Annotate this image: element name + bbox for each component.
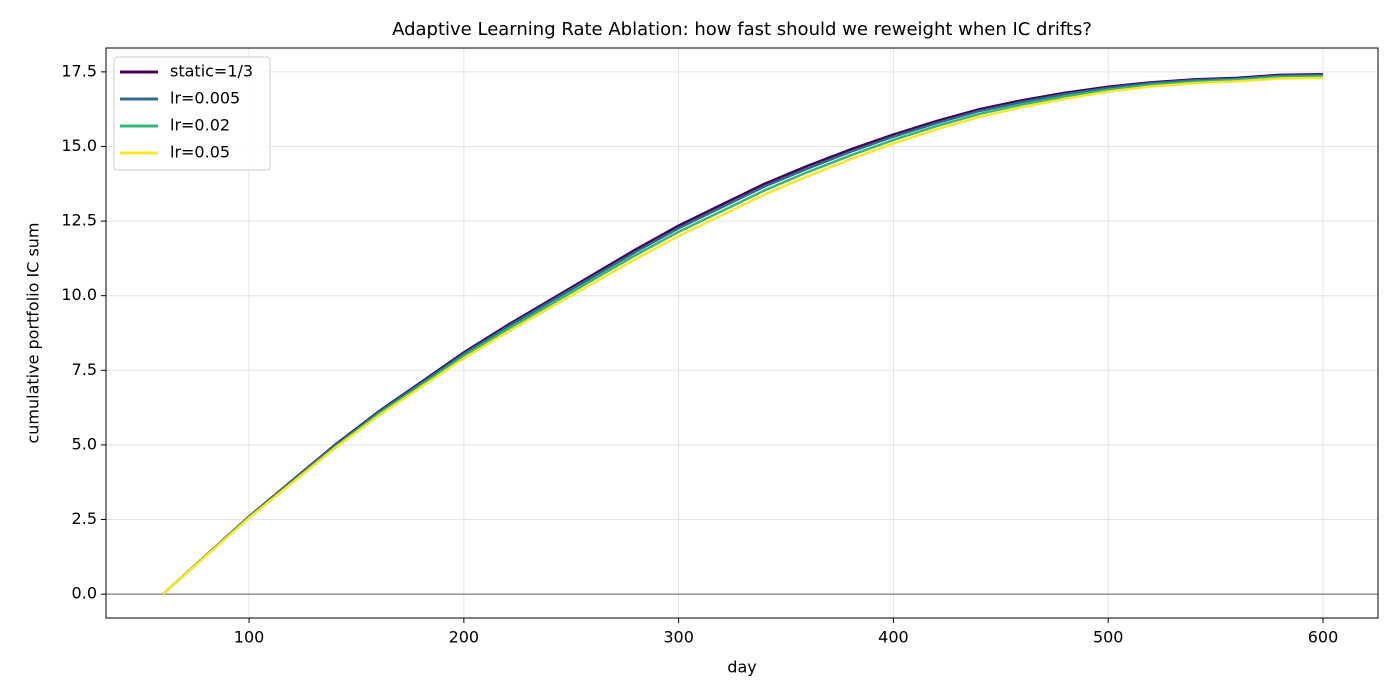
x-tick-label: 600 xyxy=(1308,628,1339,647)
series-line xyxy=(162,75,1324,596)
y-tick-label: 15.0 xyxy=(61,136,97,155)
legend-label: lr=0.05 xyxy=(170,143,230,162)
legend-label: static=1/3 xyxy=(170,62,253,81)
x-tick-label: 500 xyxy=(1093,628,1124,647)
plot-frame xyxy=(105,47,1379,619)
x-axis-label: day xyxy=(727,658,756,677)
y-tick-label: 0.0 xyxy=(72,584,97,603)
legend-label: lr=0.005 xyxy=(170,89,240,108)
y-tick-label: 5.0 xyxy=(72,434,97,453)
x-tick-label: 200 xyxy=(449,628,480,647)
legend-label: lr=0.02 xyxy=(170,116,230,135)
series-line xyxy=(162,73,1324,596)
y-tick-label: 2.5 xyxy=(72,509,97,528)
chart-title: Adaptive Learning Rate Ablation: how fas… xyxy=(392,19,1092,40)
series-line xyxy=(162,76,1324,596)
series-line xyxy=(162,73,1324,596)
x-tick-label: 300 xyxy=(663,628,694,647)
y-tick-label: 17.5 xyxy=(61,61,97,80)
legend-box xyxy=(113,56,271,171)
y-tick-label: 7.5 xyxy=(72,360,97,379)
x-tick-label: 100 xyxy=(234,628,265,647)
y-tick-label: 12.5 xyxy=(61,211,97,230)
y-axis-label: cumulative portfolio IC sum xyxy=(24,222,43,443)
y-tick-label: 10.0 xyxy=(61,285,97,304)
x-tick-label: 400 xyxy=(878,628,909,647)
